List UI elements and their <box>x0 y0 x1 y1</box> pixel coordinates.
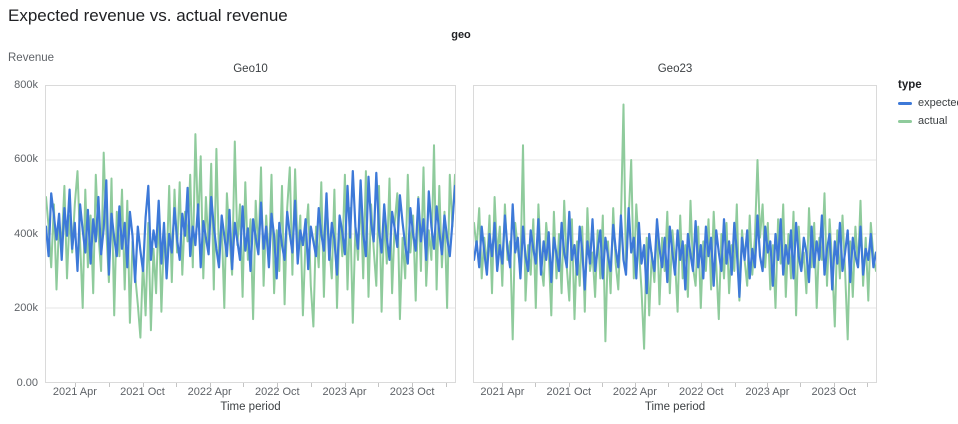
x-tick-label: 2021 Oct <box>120 386 165 398</box>
legend-title: type <box>898 79 922 91</box>
x-tick-mark <box>568 383 570 387</box>
x-tick-mark <box>867 383 869 387</box>
x-tick-mark <box>209 383 211 387</box>
x-tick-mark <box>344 383 346 387</box>
y-tick-label: 400k <box>14 227 38 240</box>
y-tick-label: 800k <box>14 78 38 91</box>
x-tick-label: 2021 Oct <box>546 386 592 398</box>
facet-title-geo23: Geo23 <box>657 63 693 75</box>
legend-item-label: expected <box>918 97 958 109</box>
x-tick-mark <box>667 383 669 387</box>
plot-area[interactable] <box>474 86 876 382</box>
x-tick-label: 2021 Apr <box>480 386 525 398</box>
x-tick-mark <box>535 383 537 387</box>
x-tick-label: 2022 Oct <box>254 386 300 398</box>
x-tick-label: 2022 Apr <box>612 386 657 398</box>
legend-item-expected[interactable]: expected <box>898 97 958 109</box>
x-tick-mark <box>378 383 380 387</box>
y-tick-label: 600k <box>14 153 38 165</box>
x-axis-title-geo10: Time period <box>220 401 281 413</box>
x-tick-mark <box>243 383 245 387</box>
facet-field-label: geo <box>451 29 471 41</box>
x-tick-mark <box>412 383 414 387</box>
x-tick-label: 2023 Oct <box>811 386 857 398</box>
y-tick-label: 200k <box>14 302 38 314</box>
x-tick-label: 2021 Apr <box>52 386 97 398</box>
x-tick-mark <box>634 383 636 387</box>
series-line-expected[interactable] <box>46 169 455 284</box>
series-line-actual[interactable] <box>474 103 876 350</box>
y-axis-title: Revenue <box>8 52 55 64</box>
x-tick-mark <box>176 383 178 387</box>
chart-title: Expected revenue vs. actual revenue <box>8 6 288 25</box>
x-tick-mark <box>767 383 769 387</box>
x-tick-mark <box>108 383 110 387</box>
legend-item-actual[interactable]: actual <box>898 115 958 127</box>
x-tick-mark <box>142 383 144 387</box>
x-tick-mark <box>277 383 279 387</box>
x-tick-label: 2022 Apr <box>187 386 232 398</box>
series-line-actual[interactable] <box>46 133 455 339</box>
x-tick-mark <box>734 383 736 387</box>
x-tick-mark <box>800 383 802 387</box>
x-tick-mark <box>833 383 835 387</box>
x-tick-mark <box>701 383 703 387</box>
x-tick-mark <box>74 383 76 387</box>
x-tick-mark <box>602 383 604 387</box>
x-tick-mark <box>311 383 313 387</box>
legend-item-label: actual <box>918 115 948 127</box>
x-axis-title-geo23: Time period <box>644 401 706 413</box>
facet-title-geo10: Geo10 <box>233 63 268 75</box>
x-tick-label: 2023 Apr <box>322 386 367 398</box>
x-tick-label: 2022 Oct <box>678 386 724 398</box>
series-line-expected[interactable] <box>474 203 876 298</box>
x-tick-mark <box>502 383 504 387</box>
facet-panel-geo10[interactable] <box>45 85 456 383</box>
x-tick-label: 2023 Oct <box>389 386 435 398</box>
y-tick-label: 0.00 <box>16 376 38 389</box>
x-tick-mark <box>446 383 447 387</box>
actual-line-swatch-icon <box>898 119 912 123</box>
legend: type expected actual <box>898 79 958 127</box>
facet-panel-geo23[interactable] <box>473 85 877 383</box>
x-tick-label: 2023 Apr <box>745 386 790 398</box>
expected-line-swatch-icon <box>898 101 912 105</box>
plot-area[interactable] <box>46 86 455 382</box>
